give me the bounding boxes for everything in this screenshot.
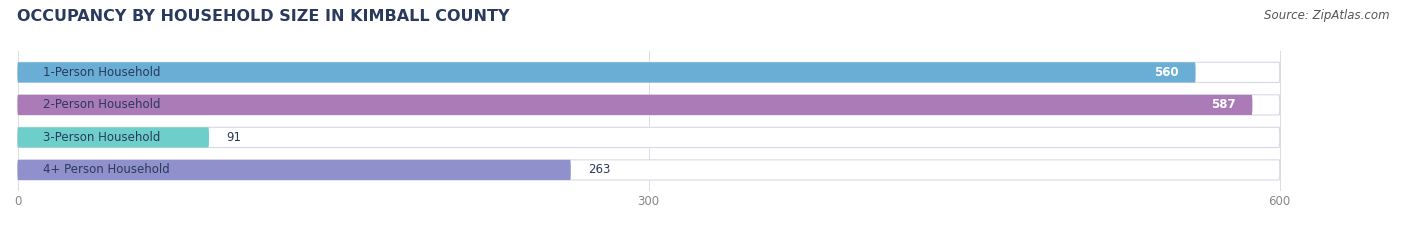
FancyBboxPatch shape <box>17 62 1279 82</box>
FancyBboxPatch shape <box>17 160 571 180</box>
Text: 560: 560 <box>1154 66 1178 79</box>
FancyBboxPatch shape <box>17 127 209 147</box>
Text: Source: ZipAtlas.com: Source: ZipAtlas.com <box>1264 9 1389 22</box>
Text: 4+ Person Household: 4+ Person Household <box>42 163 170 176</box>
FancyBboxPatch shape <box>17 95 1279 115</box>
Text: 587: 587 <box>1211 98 1236 111</box>
Text: 91: 91 <box>226 131 240 144</box>
Text: 2-Person Household: 2-Person Household <box>42 98 160 111</box>
Text: 263: 263 <box>588 163 610 176</box>
Text: OCCUPANCY BY HOUSEHOLD SIZE IN KIMBALL COUNTY: OCCUPANCY BY HOUSEHOLD SIZE IN KIMBALL C… <box>17 9 509 24</box>
Text: 3-Person Household: 3-Person Household <box>42 131 160 144</box>
FancyBboxPatch shape <box>17 127 1279 147</box>
FancyBboxPatch shape <box>17 95 1253 115</box>
Text: 1-Person Household: 1-Person Household <box>42 66 160 79</box>
FancyBboxPatch shape <box>17 160 1279 180</box>
FancyBboxPatch shape <box>17 62 1195 82</box>
